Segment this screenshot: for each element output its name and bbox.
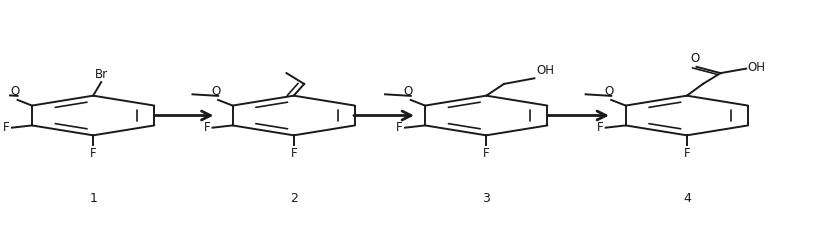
Text: O: O (404, 85, 413, 98)
Text: F: F (204, 121, 210, 134)
Text: O: O (604, 85, 614, 98)
Text: F: F (684, 147, 690, 160)
Text: F: F (3, 121, 10, 134)
Text: F: F (90, 147, 97, 160)
Text: O: O (690, 52, 699, 65)
Text: 2: 2 (290, 192, 298, 205)
Text: Br: Br (94, 68, 107, 81)
Text: O: O (211, 85, 221, 98)
Text: OH: OH (536, 64, 555, 77)
Text: F: F (483, 147, 489, 160)
Text: 1: 1 (90, 192, 97, 205)
Text: O: O (11, 85, 20, 98)
Text: F: F (396, 121, 403, 134)
Text: F: F (597, 121, 603, 134)
Text: 4: 4 (683, 192, 691, 205)
Text: F: F (291, 147, 297, 160)
Text: OH: OH (748, 61, 766, 74)
Text: 3: 3 (483, 192, 490, 205)
